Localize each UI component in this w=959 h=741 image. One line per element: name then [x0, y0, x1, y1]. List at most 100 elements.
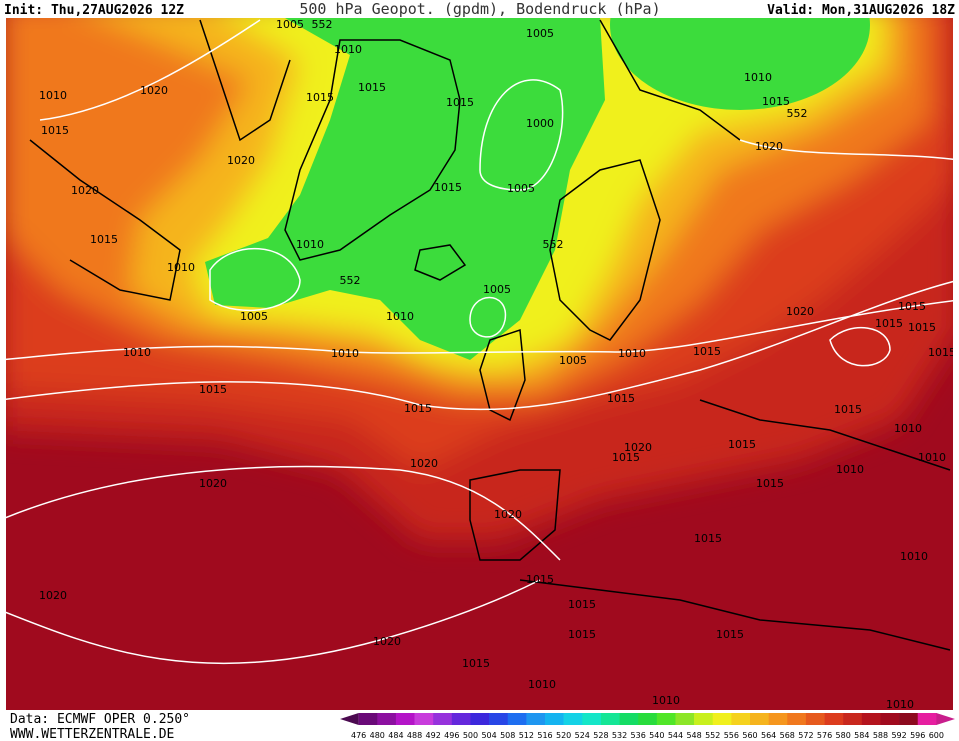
map-title: 500 hPa Geopot. (gpdm), Bodendruck (hPa) — [299, 0, 660, 18]
colorbar-label: 572 — [798, 731, 813, 740]
isobar-label: 1020 — [39, 589, 67, 602]
isobar-label: 552 — [340, 274, 361, 287]
isobar-label: 1015 — [607, 392, 635, 405]
colorbar-swatch — [600, 713, 620, 725]
colorbar-label: 580 — [836, 731, 851, 740]
isobar-label: 1010 — [334, 43, 362, 56]
isobar-label: 1015 — [358, 81, 386, 94]
isobar-label: 1010 — [894, 422, 922, 435]
colorbar-swatch — [675, 713, 695, 725]
colorbar-label: 496 — [444, 731, 459, 740]
isobar-label: 1020 — [71, 184, 99, 197]
isobar-label: 1015 — [875, 317, 903, 330]
isobar-label: 1010 — [744, 71, 772, 84]
isobar-label: 1020 — [140, 84, 168, 97]
isobar-label: 1015 — [90, 233, 118, 246]
isobar-label: 1020 — [227, 154, 255, 167]
colorbar-swatch — [805, 713, 825, 725]
isobars — [6, 19, 953, 665]
colorbar-label: 540 — [649, 731, 664, 740]
website: WWW.WETTERZENTRALE.DE — [10, 727, 174, 741]
colorbar-swatch — [377, 713, 397, 725]
colorbar-swatch — [507, 713, 527, 725]
isobar-label: 1010 — [331, 347, 359, 360]
colorbar-label: 560 — [742, 731, 757, 740]
colorbar-label: 556 — [724, 731, 739, 740]
isobar-label: 1010 — [167, 261, 195, 274]
isobar-label: 1010 — [386, 310, 414, 323]
colorbar-label: 524 — [575, 731, 590, 740]
isobar-label: 1000 — [526, 117, 554, 130]
colorbar-label: 596 — [910, 731, 925, 740]
isobar-label: 1015 — [462, 657, 490, 670]
isobar-label: 1005 — [483, 283, 511, 296]
colorbar-label: 568 — [780, 731, 795, 740]
isobar-label: 1015 — [928, 346, 956, 359]
isobar-label: 1015 — [694, 532, 722, 545]
isobar-label: 1005 — [559, 354, 587, 367]
isobar-label: 1015 — [908, 321, 936, 334]
colorbar-label: 592 — [891, 731, 906, 740]
isobar-label: 1020 — [624, 441, 652, 454]
colorbar-label: 500 — [463, 731, 478, 740]
colorbar-swatch — [358, 713, 378, 725]
isobar-label: 1020 — [786, 305, 814, 318]
colorbar-label: 588 — [873, 731, 888, 740]
colorbar-end — [340, 713, 359, 725]
init-time: Init: Thu,27AUG2026 12Z — [4, 3, 184, 18]
colorbar-label: 484 — [388, 731, 403, 740]
isobar-label: 1015 — [898, 300, 926, 313]
colorbar-swatch — [433, 713, 453, 725]
colorbar-label: 600 — [929, 731, 944, 740]
isobar-label: 1010 — [528, 678, 556, 691]
colorbar-label: 576 — [817, 731, 832, 740]
colorbar-swatch — [899, 713, 919, 725]
isobar-labels: 1005 552 1010 1005 1010 1015 552 1010 1020 1015 10… — [39, 18, 956, 711]
colorbar: 476 480 484 488 492 496 500 504 508 512 516 520 524 5… — [340, 713, 955, 740]
colorbar-swatch — [545, 713, 564, 725]
map: 1005 552 1010 1005 1010 1015 552 1010 1020 1015 10… — [6, 18, 956, 711]
colorbar-label: 584 — [854, 731, 869, 740]
colorbar-swatch — [526, 713, 546, 725]
isobar-label: 1010 — [836, 463, 864, 476]
isobar-label: 1015 — [199, 383, 227, 396]
colorbar-label: 512 — [519, 731, 534, 740]
colorbar-label: 532 — [612, 731, 627, 740]
isobar-label: 1020 — [373, 635, 401, 648]
colorbar-swatch — [694, 713, 714, 725]
isobar-label: 1015 — [404, 402, 432, 415]
isobar-label: 1015 — [834, 403, 862, 416]
isobar-label: 1005 — [276, 18, 304, 31]
colorbar-swatch — [470, 713, 490, 725]
colorbar-label: 536 — [631, 731, 646, 740]
coastlines — [29, 19, 951, 651]
colorbar-swatch — [861, 713, 881, 725]
colorbar-swatch — [843, 713, 863, 725]
colorbar-swatch — [582, 713, 602, 725]
colorbar-swatch — [917, 713, 937, 725]
low-height-green — [610, 18, 870, 110]
data-source: Data: ECMWF OPER 0.250° — [10, 712, 190, 727]
colorbar-label: 552 — [705, 731, 720, 740]
isobar-label: 1015 — [41, 124, 69, 137]
isobar-label: 1010 — [123, 346, 151, 359]
colorbar-end — [936, 713, 955, 725]
isobar-label: 1015 — [762, 95, 790, 108]
colorbar-label: 480 — [370, 731, 385, 740]
valid-time: Valid: Mon,31AUG2026 18Z — [767, 3, 955, 18]
colorbar-label: 564 — [761, 731, 776, 740]
isobar-label: 1015 — [693, 345, 721, 358]
isobar-label: 1015 — [526, 573, 554, 586]
isobar-label: 1010 — [618, 347, 646, 360]
isobar-label: 1010 — [900, 550, 928, 563]
colorbar-swatch — [563, 713, 583, 725]
isobar-label: 1020 — [494, 508, 522, 521]
colorbar-swatch — [638, 713, 658, 725]
isobar-label: 552 — [543, 238, 564, 251]
isobar-label: 1015 — [446, 96, 474, 109]
isobar-label: 1015 — [728, 438, 756, 451]
isobar-label: 1010 — [918, 451, 946, 464]
colorbar-label: 508 — [500, 731, 515, 740]
isobar-label: 1010 — [886, 698, 914, 711]
